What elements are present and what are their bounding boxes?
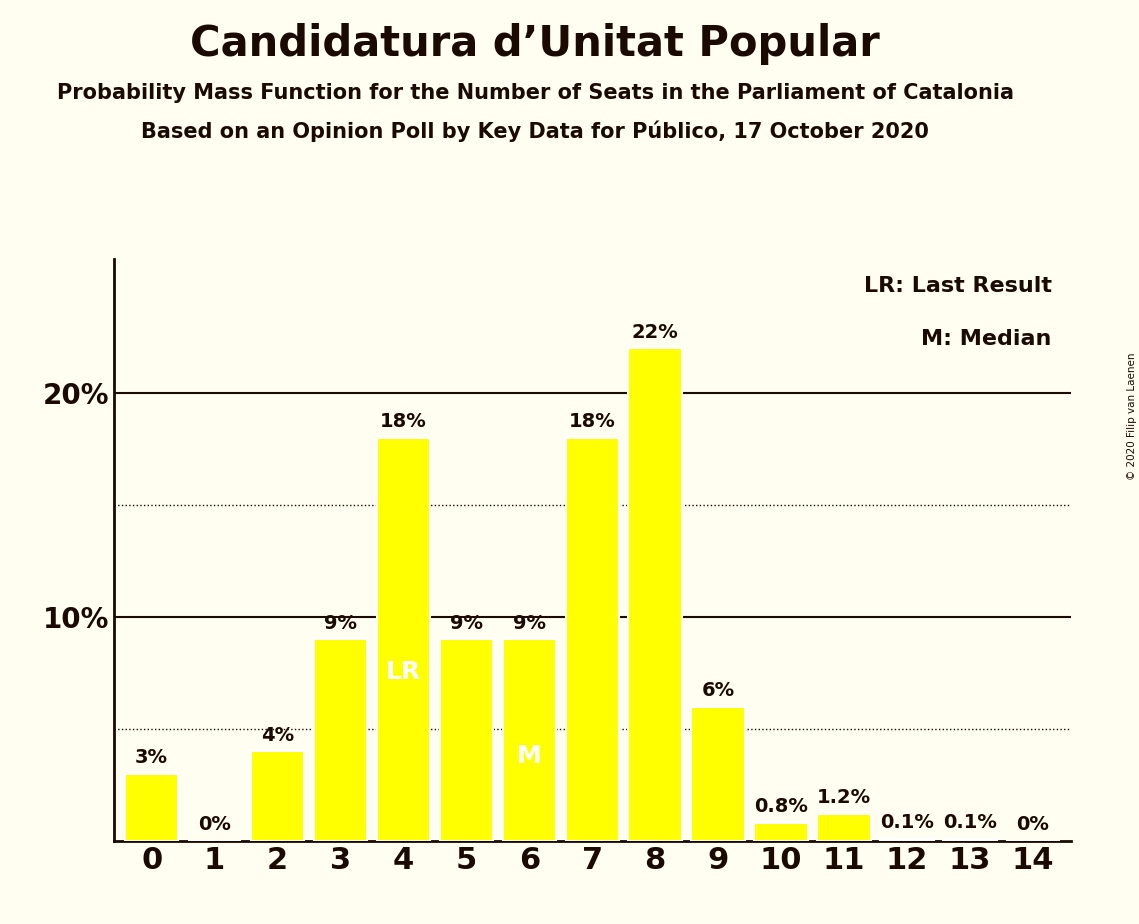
Text: M: Median: M: Median — [921, 329, 1051, 348]
Text: M: M — [517, 744, 542, 768]
Text: Candidatura d’Unitat Popular: Candidatura d’Unitat Popular — [190, 23, 880, 65]
Bar — [125, 773, 179, 841]
Text: 18%: 18% — [568, 412, 616, 432]
Text: 9%: 9% — [513, 614, 546, 633]
Text: 1.2%: 1.2% — [817, 788, 871, 808]
Bar — [377, 438, 431, 841]
Bar — [880, 839, 934, 841]
Text: 6%: 6% — [702, 681, 735, 699]
Text: 0.8%: 0.8% — [754, 797, 808, 816]
Text: Probability Mass Function for the Number of Seats in the Parliament of Catalonia: Probability Mass Function for the Number… — [57, 83, 1014, 103]
Bar — [313, 639, 367, 841]
Bar — [943, 839, 997, 841]
Text: 0.1%: 0.1% — [943, 813, 997, 832]
Bar — [251, 751, 304, 841]
Text: 22%: 22% — [632, 322, 679, 342]
Text: LR: LR — [386, 660, 421, 684]
Bar — [566, 438, 618, 841]
Text: 9%: 9% — [323, 614, 357, 633]
Text: 0.1%: 0.1% — [880, 813, 934, 832]
Text: 9%: 9% — [450, 614, 483, 633]
Text: 0%: 0% — [1016, 815, 1049, 834]
Bar — [691, 707, 745, 841]
Bar — [754, 823, 808, 841]
Text: 18%: 18% — [380, 412, 427, 432]
Text: 3%: 3% — [136, 748, 169, 767]
Bar — [440, 639, 493, 841]
Text: Based on an Opinion Poll by Key Data for Público, 17 October 2020: Based on an Opinion Poll by Key Data for… — [141, 120, 929, 141]
Bar — [502, 639, 556, 841]
Text: 4%: 4% — [261, 725, 294, 745]
Bar — [818, 814, 871, 841]
Text: 0%: 0% — [198, 815, 231, 834]
Text: LR: Last Result: LR: Last Result — [863, 276, 1051, 297]
Bar — [629, 348, 682, 841]
Text: © 2020 Filip van Laenen: © 2020 Filip van Laenen — [1126, 352, 1137, 480]
